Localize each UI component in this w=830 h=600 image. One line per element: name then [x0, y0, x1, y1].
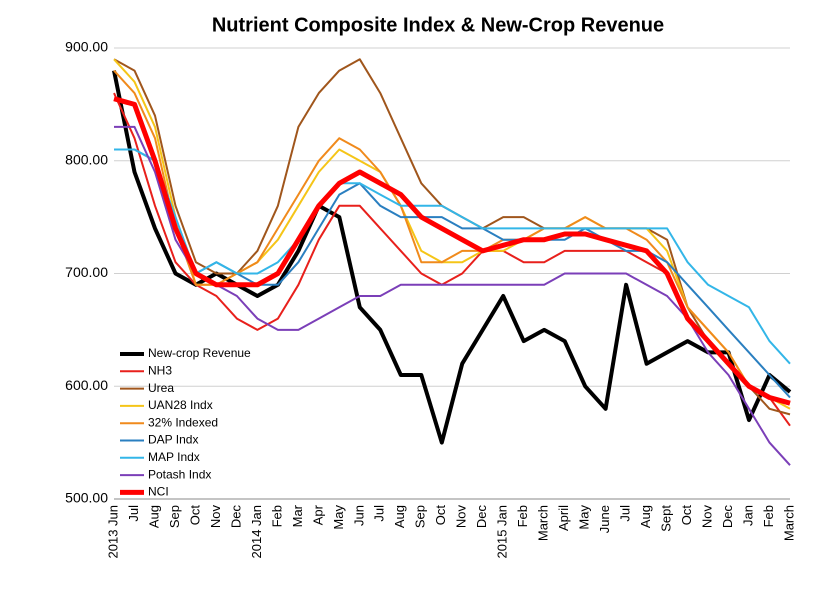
legend-label: MAP Indx [148, 450, 200, 464]
x-tick-label: Dec [228, 505, 243, 529]
series-line [113, 92, 791, 427]
x-tick-label: Jul [372, 505, 387, 522]
x-tick-label: Aug [146, 505, 161, 528]
y-tick-label: 800.00 [65, 151, 108, 167]
x-tick-label: Nov [208, 505, 223, 529]
x-tick-label: Feb [269, 505, 284, 527]
legend-label: New-crop Revenue [148, 346, 251, 360]
x-tick-label: Apr [310, 504, 325, 525]
y-tick-label: 500.00 [65, 490, 108, 506]
legend-label: 32% Indexed [148, 415, 218, 429]
x-tick-label: Oct [679, 505, 694, 526]
x-tick-label: Feb [761, 505, 776, 527]
x-tick-label: Feb [515, 505, 530, 527]
x-tick-label: Nov [699, 505, 714, 529]
x-tick-label: Jun [351, 505, 366, 526]
x-tick-label: April [556, 505, 571, 531]
legend-label: DAP Indx [148, 433, 198, 447]
y-tick-label: 900.00 [65, 39, 108, 55]
x-tick-label: Sept [659, 505, 674, 532]
x-tick-label: 2015 Jan [495, 505, 510, 559]
x-tick-label: Sep [413, 505, 428, 528]
x-tick-label: Jul [126, 505, 141, 522]
legend-label: Potash Indx [148, 467, 211, 481]
legend-label: NCI [148, 485, 169, 499]
series-line [113, 96, 791, 406]
x-tick-label: Oct [187, 505, 202, 526]
series-line [113, 69, 791, 405]
x-tick-label: Sep [167, 505, 182, 528]
x-tick-label: 2014 Jan [249, 505, 264, 559]
x-tick-label: Nov [454, 505, 469, 529]
x-tick-label: Aug [392, 505, 407, 528]
x-tick-label: Dec [474, 505, 489, 529]
x-tick-label: June [597, 505, 612, 533]
series-line [114, 125, 791, 466]
chart-title: Nutrient Composite Index & New-Crop Reve… [212, 14, 664, 36]
legend-label: UAN28 Indx [148, 398, 213, 412]
y-tick-label: 600.00 [65, 377, 108, 393]
x-tick-label: Oct [433, 505, 448, 526]
x-tick-label: Jan [740, 505, 755, 526]
x-tick-label: May [331, 505, 346, 530]
x-tick-label: Jul [618, 505, 633, 522]
x-tick-label: 2013 Jun [105, 505, 120, 559]
x-tick-label: Dec [720, 505, 735, 529]
y-tick-label: 700.00 [65, 264, 108, 280]
legend-label: Urea [148, 381, 174, 395]
x-tick-label: May [577, 505, 592, 530]
x-tick-label: March [781, 505, 796, 541]
series-line [114, 148, 791, 365]
legend-label: NH3 [148, 363, 172, 377]
x-tick-label: Mar [290, 504, 305, 527]
x-tick-label: Aug [638, 505, 653, 528]
x-tick-label: March [536, 505, 551, 541]
